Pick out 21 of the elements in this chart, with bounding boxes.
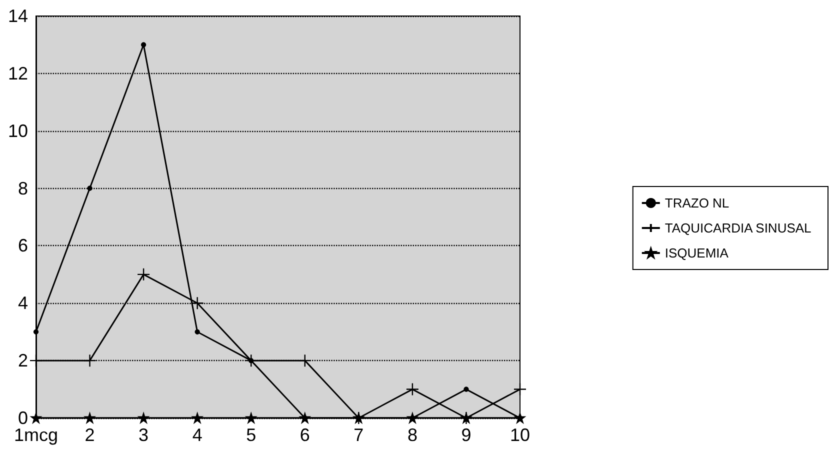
y-tick-label: 8: [18, 178, 28, 198]
x-tick-label: 7: [354, 425, 364, 445]
y-tick-label: 12: [8, 63, 28, 84]
legend-label: TAQUICARDIA SINUSAL: [664, 220, 812, 236]
y-tick-label: 4: [18, 293, 28, 314]
legend-label: ISQUEMIA: [664, 246, 729, 260]
x-tick-label: 3: [138, 425, 149, 445]
legend-label: TRAZO NL: [664, 196, 730, 210]
x-tick-label: 8: [407, 425, 418, 445]
x-tick-label: 5: [246, 425, 256, 445]
x-tick-label: 4: [192, 425, 202, 445]
x-tick-label: 6: [300, 425, 310, 445]
y-tick-label: 10: [8, 120, 28, 141]
y-tick-label: 2: [18, 350, 28, 371]
x-tick-label: 10: [510, 425, 530, 445]
y-tick-label: 0: [18, 408, 28, 428]
x-tick-label: 9: [461, 425, 472, 445]
y-tick-label: 6: [18, 236, 28, 256]
x-tick-label: 2: [84, 425, 95, 445]
x-tick-label: 1mcg: [14, 425, 58, 445]
y-tick-label: 14: [8, 6, 28, 26]
